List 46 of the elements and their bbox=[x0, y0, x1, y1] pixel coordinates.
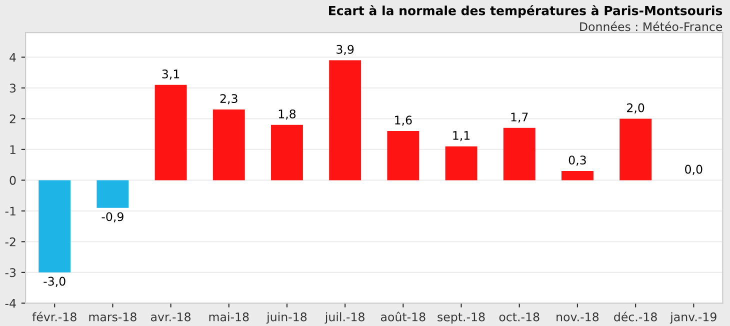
y-tick-label: -2 bbox=[5, 237, 16, 246]
bar bbox=[445, 146, 478, 180]
bar bbox=[620, 118, 652, 180]
data-label: 2,0 bbox=[627, 103, 644, 114]
y-tick-label: -4 bbox=[5, 299, 16, 308]
bar bbox=[38, 180, 71, 272]
data-label: 0,3 bbox=[568, 156, 586, 166]
y-tick-label: 2 bbox=[10, 114, 16, 124]
y-tick-label: -3 bbox=[5, 268, 16, 278]
bar bbox=[503, 128, 536, 180]
bar bbox=[212, 109, 245, 180]
bar bbox=[154, 84, 187, 180]
x-tick-label: sept.-18 bbox=[438, 312, 485, 324]
x-tick-label: févr.-18 bbox=[32, 312, 76, 322]
bar bbox=[329, 60, 362, 180]
x-tick-label: janv.-19 bbox=[670, 312, 716, 324]
x-tick-label: oct.-18 bbox=[499, 312, 540, 322]
chart-title: Ecart à la normale des températures à Paris-Montsouris bbox=[329, 5, 722, 18]
bar bbox=[271, 124, 303, 180]
data-label: 1,6 bbox=[395, 116, 412, 126]
y-tick-label: 3 bbox=[10, 84, 16, 93]
x-tick-label: nov.-18 bbox=[556, 312, 599, 322]
data-label: 3,1 bbox=[162, 69, 180, 80]
y-tick-label: -1 bbox=[5, 206, 16, 216]
x-tick-label: mars-18 bbox=[89, 312, 136, 322]
bar bbox=[387, 130, 420, 180]
x-tick-label: août-18 bbox=[380, 312, 426, 322]
bar bbox=[561, 170, 594, 180]
data-label: 3,9 bbox=[336, 44, 354, 56]
x-tick-label: juil.-18 bbox=[324, 312, 364, 324]
data-label: -3,0 bbox=[44, 276, 66, 287]
data-label: 0,0 bbox=[685, 164, 702, 175]
data-label: 1,8 bbox=[278, 109, 296, 120]
x-tick-label: déc.-18 bbox=[614, 312, 657, 322]
data-label: 1,7 bbox=[511, 112, 528, 123]
bar bbox=[96, 180, 129, 208]
data-label: 1,1 bbox=[453, 131, 470, 142]
data-label: -0,9 bbox=[102, 212, 124, 222]
data-label: 2,3 bbox=[220, 94, 238, 104]
x-tick-label: juin-18 bbox=[266, 312, 307, 324]
chart-subtitle: Données : Météo-France bbox=[580, 22, 722, 32]
y-tick-label: 4 bbox=[10, 53, 16, 62]
x-tick-label: mai-18 bbox=[209, 312, 249, 322]
y-tick-label: 0 bbox=[10, 176, 16, 185]
x-tick-label: avr.-18 bbox=[150, 312, 190, 322]
y-tick-label: 1 bbox=[10, 145, 16, 154]
